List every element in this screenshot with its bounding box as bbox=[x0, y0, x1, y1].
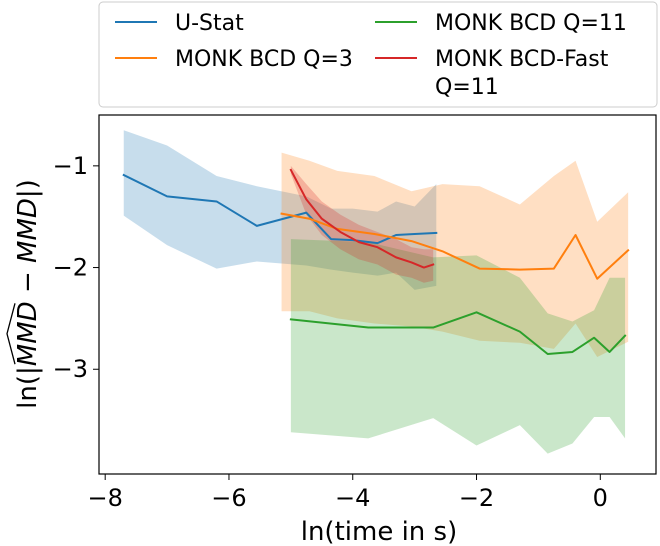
line-monk-bcd-q-11 bbox=[289, 311, 627, 355]
y-label-plain-term: MMD bbox=[13, 198, 43, 263]
x-axis-ticks: −8 −6 −4 −2 0 bbox=[87, 474, 608, 512]
y-axis-label: ln(|MMD − MMD|) bbox=[6, 179, 43, 409]
y-label-hat-term: MMD bbox=[13, 301, 43, 366]
x-tick-label: −4 bbox=[335, 484, 370, 512]
x-tick-label: −8 bbox=[87, 484, 122, 512]
series-lines bbox=[122, 168, 630, 355]
y-label-prefix: ln(| bbox=[13, 366, 43, 409]
band-monk-bcd-q-3 bbox=[281, 152, 629, 358]
legend-frame bbox=[98, 1, 658, 108]
legend-label-monk-bcd-q-3: MONK BCD Q=3 bbox=[175, 47, 353, 72]
x-tick-label: −6 bbox=[211, 484, 246, 512]
legend-label-u-stat: U-Stat bbox=[175, 11, 244, 36]
band-monk-bcd-fast-q-11 bbox=[290, 165, 434, 283]
legend-label-monk-bcd-fast-q-11: Q=11 bbox=[435, 75, 499, 100]
y-label-hat-accent bbox=[6, 303, 16, 365]
confidence-bands bbox=[123, 130, 629, 454]
y-label-suffix: |) bbox=[13, 179, 43, 198]
y-tick-label: −3 bbox=[53, 355, 88, 383]
plot-frame bbox=[98, 114, 657, 475]
y-axis-ticks: −1 −2 −3 bbox=[53, 152, 99, 383]
legend: U-Stat MONK BCD Q=3 MONK BCD Q=11 MONK BCD-… bbox=[98, 1, 658, 108]
band-u-stat bbox=[123, 130, 437, 290]
y-tick-label: −2 bbox=[53, 254, 88, 282]
line-monk-bcd-fast-q-11 bbox=[289, 168, 435, 269]
y-label-minus: − bbox=[13, 263, 43, 301]
x-tick-label: 0 bbox=[593, 484, 608, 512]
band-monk-bcd-q-11 bbox=[290, 239, 626, 454]
x-tick-label: −2 bbox=[459, 484, 494, 512]
y-tick-label: −1 bbox=[53, 152, 88, 180]
svg-text:ln(|MMD − MMD|): ln(|MMD − MMD|) bbox=[13, 179, 43, 409]
line-u-stat bbox=[122, 173, 438, 245]
legend-label-monk-bcd-fast-q-11: MONK BCD-Fast bbox=[435, 47, 609, 72]
legend-label-monk-bcd-q-11: MONK BCD Q=11 bbox=[435, 11, 627, 36]
x-axis-label: ln(time in s) bbox=[301, 517, 458, 546]
